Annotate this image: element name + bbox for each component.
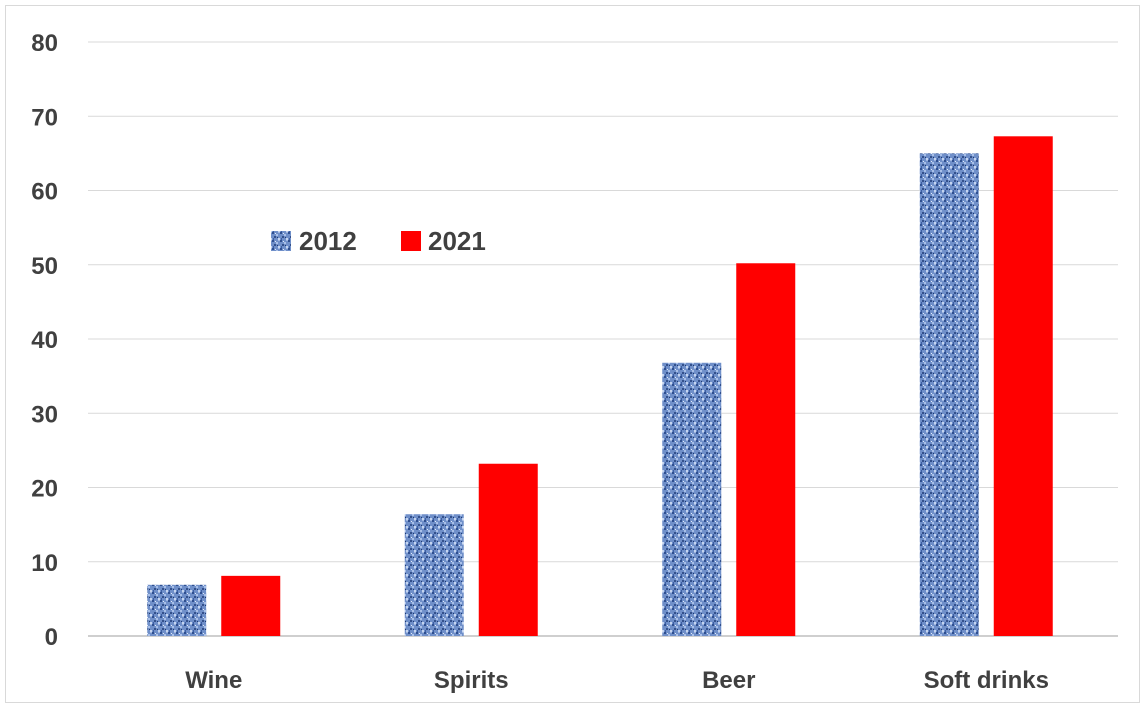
legend: 2012 2021 <box>271 226 486 256</box>
y-tick-label: 10 <box>31 550 58 577</box>
x-category-label: Soft drinks <box>924 667 1049 694</box>
x-category-label: Wine <box>185 667 242 694</box>
y-tick-label: 40 <box>31 327 58 354</box>
bar-2021-soft-drinks <box>993 136 1053 637</box>
y-tick-label: 0 <box>45 624 58 651</box>
legend-swatch-2021 <box>401 231 421 251</box>
bar-2012-soft-drinks <box>919 153 979 636</box>
bars <box>147 136 1053 637</box>
legend-label-2021: 2021 <box>428 226 486 256</box>
y-tick-label: 20 <box>31 476 58 503</box>
y-tick-label: 30 <box>31 401 58 428</box>
y-axis: 0 10 20 30 40 50 60 70 80 <box>31 30 58 651</box>
x-category-label: Spirits <box>434 667 509 694</box>
bar-2012-beer <box>662 362 722 636</box>
bar-2012-spirits <box>404 514 464 636</box>
y-tick-label: 50 <box>31 253 58 280</box>
bar-2012-wine <box>147 584 207 636</box>
y-tick-label: 60 <box>31 179 58 206</box>
bar-2021-wine <box>221 575 281 636</box>
y-tick-label: 70 <box>31 104 58 131</box>
legend-swatch-2012 <box>271 231 291 251</box>
y-tick-label: 80 <box>31 30 58 57</box>
x-category-label: Beer <box>702 667 755 694</box>
legend-label-2012: 2012 <box>299 226 357 256</box>
x-axis: Wine Spirits Beer Soft drinks <box>185 667 1049 694</box>
bar-2021-beer <box>736 263 796 636</box>
bar-2021-spirits <box>478 463 538 636</box>
